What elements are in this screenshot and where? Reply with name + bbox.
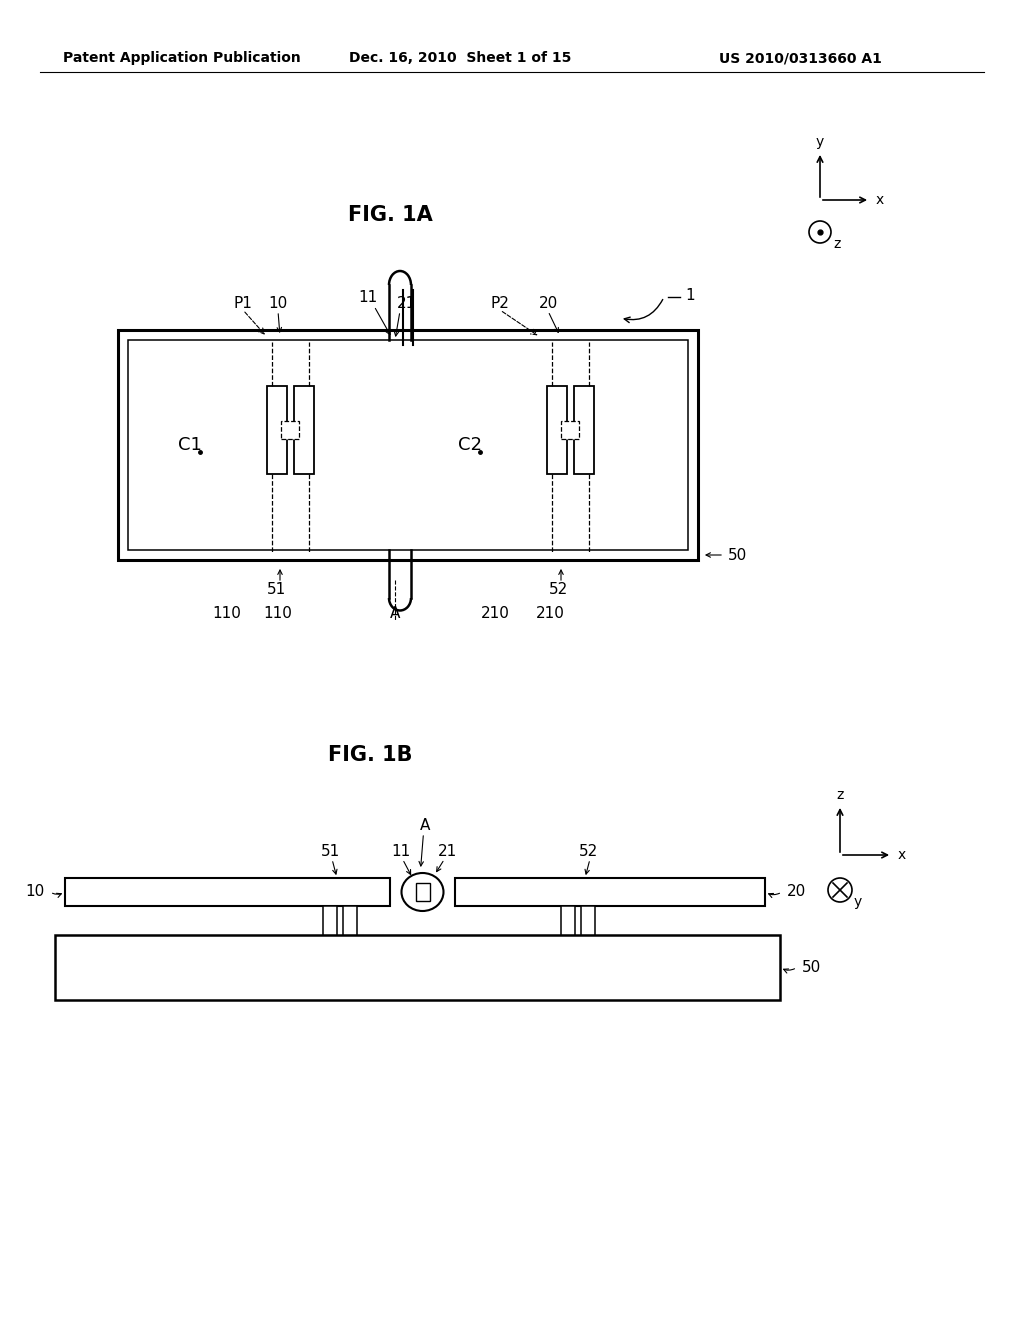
Text: z: z bbox=[834, 238, 841, 251]
Text: 1: 1 bbox=[685, 288, 695, 302]
Text: 11: 11 bbox=[358, 290, 378, 305]
FancyArrowPatch shape bbox=[419, 836, 423, 866]
FancyArrowPatch shape bbox=[376, 309, 390, 334]
FancyArrowPatch shape bbox=[278, 314, 282, 333]
Bar bbox=[455, 878, 765, 906]
FancyArrowPatch shape bbox=[769, 894, 779, 898]
Text: y: y bbox=[816, 135, 824, 149]
Text: 10: 10 bbox=[268, 296, 288, 310]
Text: 20: 20 bbox=[787, 884, 806, 899]
Text: P2: P2 bbox=[490, 296, 509, 310]
Text: FIG. 1A: FIG. 1A bbox=[347, 205, 432, 224]
Bar bbox=[128, 341, 688, 550]
Bar bbox=[266, 385, 287, 474]
FancyArrowPatch shape bbox=[783, 969, 795, 973]
Text: 50: 50 bbox=[728, 548, 748, 562]
FancyArrowPatch shape bbox=[278, 570, 283, 581]
Bar bbox=[561, 906, 575, 935]
Text: P1: P1 bbox=[233, 296, 253, 310]
Bar bbox=[55, 935, 780, 1001]
Bar bbox=[281, 421, 299, 440]
Text: 21: 21 bbox=[438, 845, 457, 859]
FancyArrowPatch shape bbox=[549, 314, 558, 333]
Text: A: A bbox=[420, 817, 431, 833]
Text: 110: 110 bbox=[263, 606, 293, 622]
FancyArrowPatch shape bbox=[625, 300, 663, 322]
Text: Dec. 16, 2010  Sheet 1 of 15: Dec. 16, 2010 Sheet 1 of 15 bbox=[349, 51, 571, 65]
Text: C1: C1 bbox=[178, 436, 202, 454]
Text: 52: 52 bbox=[549, 582, 567, 598]
Text: 51: 51 bbox=[321, 845, 340, 859]
FancyArrowPatch shape bbox=[559, 570, 563, 581]
FancyArrowPatch shape bbox=[333, 862, 337, 874]
Text: y: y bbox=[854, 895, 862, 909]
Text: 210: 210 bbox=[480, 606, 509, 622]
Text: 10: 10 bbox=[26, 884, 45, 899]
Text: US 2010/0313660 A1: US 2010/0313660 A1 bbox=[719, 51, 882, 65]
FancyArrowPatch shape bbox=[585, 862, 589, 874]
FancyArrowPatch shape bbox=[52, 894, 61, 898]
Bar bbox=[547, 385, 566, 474]
Bar bbox=[65, 878, 390, 906]
Bar bbox=[118, 330, 698, 560]
Text: x: x bbox=[898, 847, 906, 862]
Text: FIG. 1B: FIG. 1B bbox=[328, 744, 413, 766]
Bar bbox=[343, 906, 357, 935]
Text: Patent Application Publication: Patent Application Publication bbox=[63, 51, 301, 65]
Bar bbox=[294, 385, 313, 474]
Text: z: z bbox=[837, 788, 844, 803]
Bar bbox=[416, 883, 429, 902]
FancyArrowPatch shape bbox=[436, 862, 443, 871]
Text: x: x bbox=[876, 193, 884, 207]
FancyArrowPatch shape bbox=[394, 314, 399, 337]
Text: 110: 110 bbox=[213, 606, 242, 622]
FancyArrowPatch shape bbox=[403, 862, 411, 874]
FancyArrowPatch shape bbox=[706, 553, 721, 557]
Text: C2: C2 bbox=[458, 436, 482, 454]
Bar bbox=[573, 385, 594, 474]
Text: A: A bbox=[390, 606, 400, 622]
Text: 20: 20 bbox=[539, 296, 558, 310]
Text: 51: 51 bbox=[267, 582, 287, 598]
Text: 21: 21 bbox=[397, 296, 417, 310]
Bar bbox=[323, 906, 337, 935]
Ellipse shape bbox=[401, 873, 443, 911]
Text: 52: 52 bbox=[579, 845, 598, 859]
Text: 11: 11 bbox=[391, 845, 411, 859]
Text: 50: 50 bbox=[802, 960, 821, 975]
Bar bbox=[581, 906, 595, 935]
Text: 210: 210 bbox=[536, 606, 564, 622]
Bar bbox=[561, 421, 579, 440]
